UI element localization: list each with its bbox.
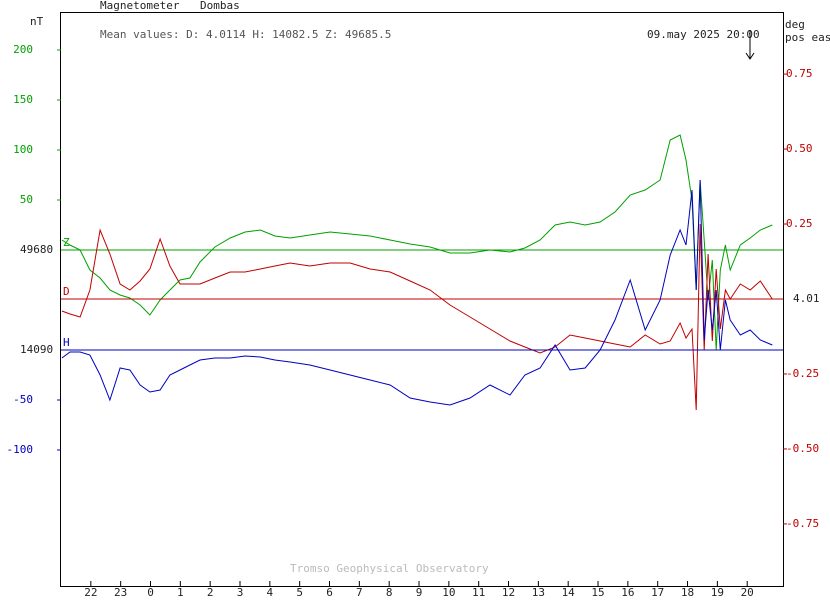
x-tick-label: 3 <box>237 586 244 599</box>
x-tick-label: 15 <box>591 586 604 599</box>
y-tick-label: 150 <box>13 93 33 106</box>
y-tick-label: 200 <box>13 43 33 56</box>
x-tick-label: 13 <box>532 586 545 599</box>
y2-tick-label: -0.25 <box>786 367 819 380</box>
y2-tick-label: 0.50 <box>786 142 813 155</box>
x-tick-label: 6 <box>326 586 333 599</box>
x-tick-label: 18 <box>681 586 694 599</box>
x-tick-label: 22 <box>84 586 97 599</box>
time-label: 09.may 2025 20:00 <box>647 28 760 41</box>
series-line <box>61 134 773 351</box>
x-tick-label: 23 <box>114 586 127 599</box>
baseline-label: 4.01 <box>793 292 820 305</box>
x-tick-label: 1 <box>177 586 184 599</box>
x-tick-label: 16 <box>621 586 634 599</box>
x-tick-label: 9 <box>416 586 423 599</box>
y2-axis-label: deg <box>785 18 805 31</box>
series-label: H <box>63 336 70 349</box>
x-tick-label: 11 <box>472 586 485 599</box>
x-tick-label: 0 <box>147 586 154 599</box>
y-tick-label: 100 <box>13 143 33 156</box>
plot-frame <box>60 12 784 587</box>
series-label: D <box>63 285 70 298</box>
y2-tick-label: -0.75 <box>786 517 819 530</box>
y-tick-label: -100 <box>7 443 34 456</box>
x-tick-label: 5 <box>296 586 303 599</box>
x-tick-label: 7 <box>356 586 363 599</box>
x-tick-label: 19 <box>711 586 724 599</box>
x-tick-label: 10 <box>442 586 455 599</box>
y-axis-label: nT <box>30 15 44 28</box>
chart-title: Magnetometer <box>100 0 180 12</box>
y2-tick-label: 0.25 <box>786 217 813 230</box>
x-tick-label: 2 <box>207 586 214 599</box>
y2-axis-label: pos east <box>785 31 830 44</box>
x-tick-label: 4 <box>267 586 274 599</box>
time-arrow <box>745 30 755 60</box>
y-tick-label: 50 <box>20 193 33 206</box>
series-line <box>61 179 773 406</box>
y2-tick-label: -0.50 <box>786 442 819 455</box>
x-tick-label: 14 <box>562 586 576 599</box>
x-tick-label: 17 <box>651 586 664 599</box>
x-tick-label: 8 <box>386 586 393 599</box>
baseline-label: 49680 <box>20 243 53 256</box>
mean-values: Mean values: D: 4.0114 H: 14082.5 Z: 496… <box>100 28 391 41</box>
x-tick-label: 12 <box>502 586 515 599</box>
y-tick-label: -50 <box>13 393 33 406</box>
y2-tick-label: 0.75 <box>786 67 813 80</box>
source-label: Tromso Geophysical Observatory <box>290 562 489 575</box>
station-name: Dombas <box>200 0 240 12</box>
series-line <box>61 223 773 411</box>
baseline-label: 14090 <box>20 343 53 356</box>
x-tick-label: 20 <box>741 586 754 599</box>
